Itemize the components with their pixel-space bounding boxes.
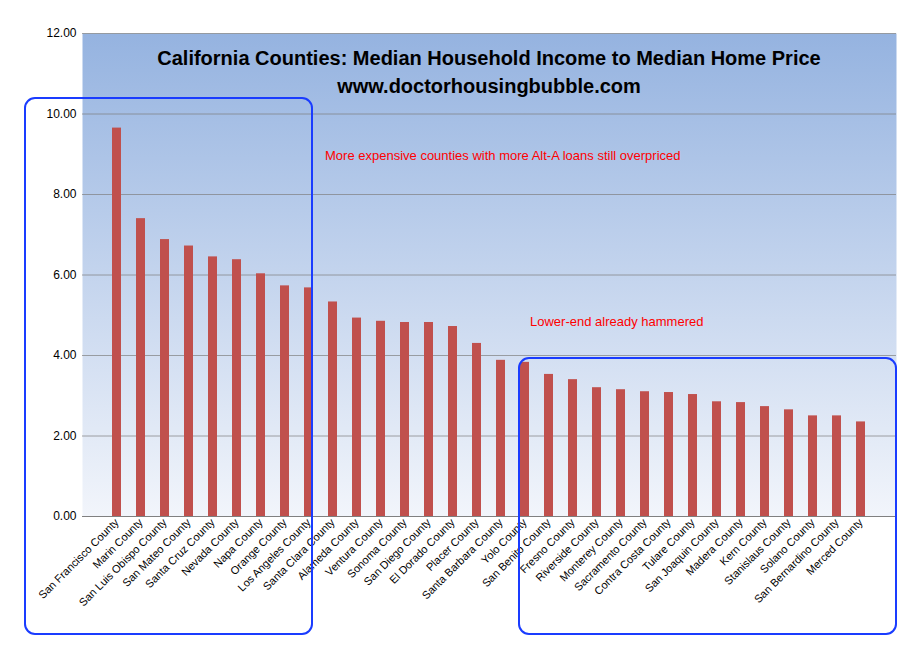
svg-text:Sacramento County: Sacramento County xyxy=(571,515,649,594)
svg-text:Tulare County: Tulare County xyxy=(639,515,697,573)
svg-text:Nevada County: Nevada County xyxy=(178,515,241,578)
svg-text:San Diego County: San Diego County xyxy=(361,515,433,588)
svg-text:San Mateo County: San Mateo County xyxy=(120,515,193,589)
svg-text:San Benito County: San Benito County xyxy=(479,515,553,590)
svg-text:2.00: 2.00 xyxy=(53,429,77,443)
svg-text:San Francisco County: San Francisco County xyxy=(35,515,121,601)
svg-text:Alameda County: Alameda County xyxy=(294,515,361,582)
svg-text:Contra Costa County: Contra Costa County xyxy=(591,515,673,597)
svg-text:Ventura County: Ventura County xyxy=(322,515,385,578)
html-text:More expensive counties with m: More expensive counties with more Alt-A … xyxy=(325,148,681,163)
svg-text:Kern County: Kern County xyxy=(717,515,769,568)
svg-text:0.00: 0.00 xyxy=(53,509,77,523)
html-text:California Counties: Median Ho: California Counties: Median Household In… xyxy=(157,47,821,69)
svg-text:San Bernardino County: San Bernardino County xyxy=(751,515,841,606)
svg-text:Madera County: Madera County xyxy=(683,515,745,578)
svg-text:Monterey County: Monterey County xyxy=(557,515,625,584)
html-text:Lower-end already hammered: Lower-end already hammered xyxy=(530,314,704,329)
svg-text:4.00: 4.00 xyxy=(53,348,77,362)
svg-text:Santa Clara County: Santa Clara County xyxy=(260,515,337,593)
svg-text:Marin County: Marin County xyxy=(90,515,145,571)
svg-text:El Dorado County: El Dorado County xyxy=(387,515,457,586)
svg-text:Riverside County: Riverside County xyxy=(533,515,601,584)
svg-text:Santa Cruz County: Santa Cruz County xyxy=(142,515,217,591)
svg-text:Santa Barbara County: Santa Barbara County xyxy=(419,515,505,602)
svg-text:San Joaquin County: San Joaquin County xyxy=(642,515,721,595)
svg-text:10.00: 10.00 xyxy=(46,107,76,121)
html-text:www.doctorhousingbubble.com: www.doctorhousingbubble.com xyxy=(337,75,641,97)
svg-text:Los Angeles County: Los Angeles County xyxy=(235,515,313,594)
svg-text:Sonoma County: Sonoma County xyxy=(344,515,409,581)
svg-text:San Luis Obispo County: San Luis Obispo County xyxy=(76,515,169,609)
svg-text:Yolo County: Yolo County xyxy=(478,515,529,567)
svg-text:Placer County: Placer County xyxy=(423,515,481,574)
svg-text:12.00: 12.00 xyxy=(46,26,76,40)
svg-text:Merced County: Merced County xyxy=(804,516,866,578)
svg-text:Fresno County: Fresno County xyxy=(517,515,577,576)
svg-text:Solano County: Solano County xyxy=(757,515,817,576)
svg-text:8.00: 8.00 xyxy=(53,187,77,201)
svg-text:Napa County: Napa County xyxy=(211,515,265,570)
svg-text:6.00: 6.00 xyxy=(53,268,77,282)
svg-text:Orange County: Orange County xyxy=(227,515,289,578)
svg-text:Stanislaus County: Stanislaus County xyxy=(721,515,793,588)
